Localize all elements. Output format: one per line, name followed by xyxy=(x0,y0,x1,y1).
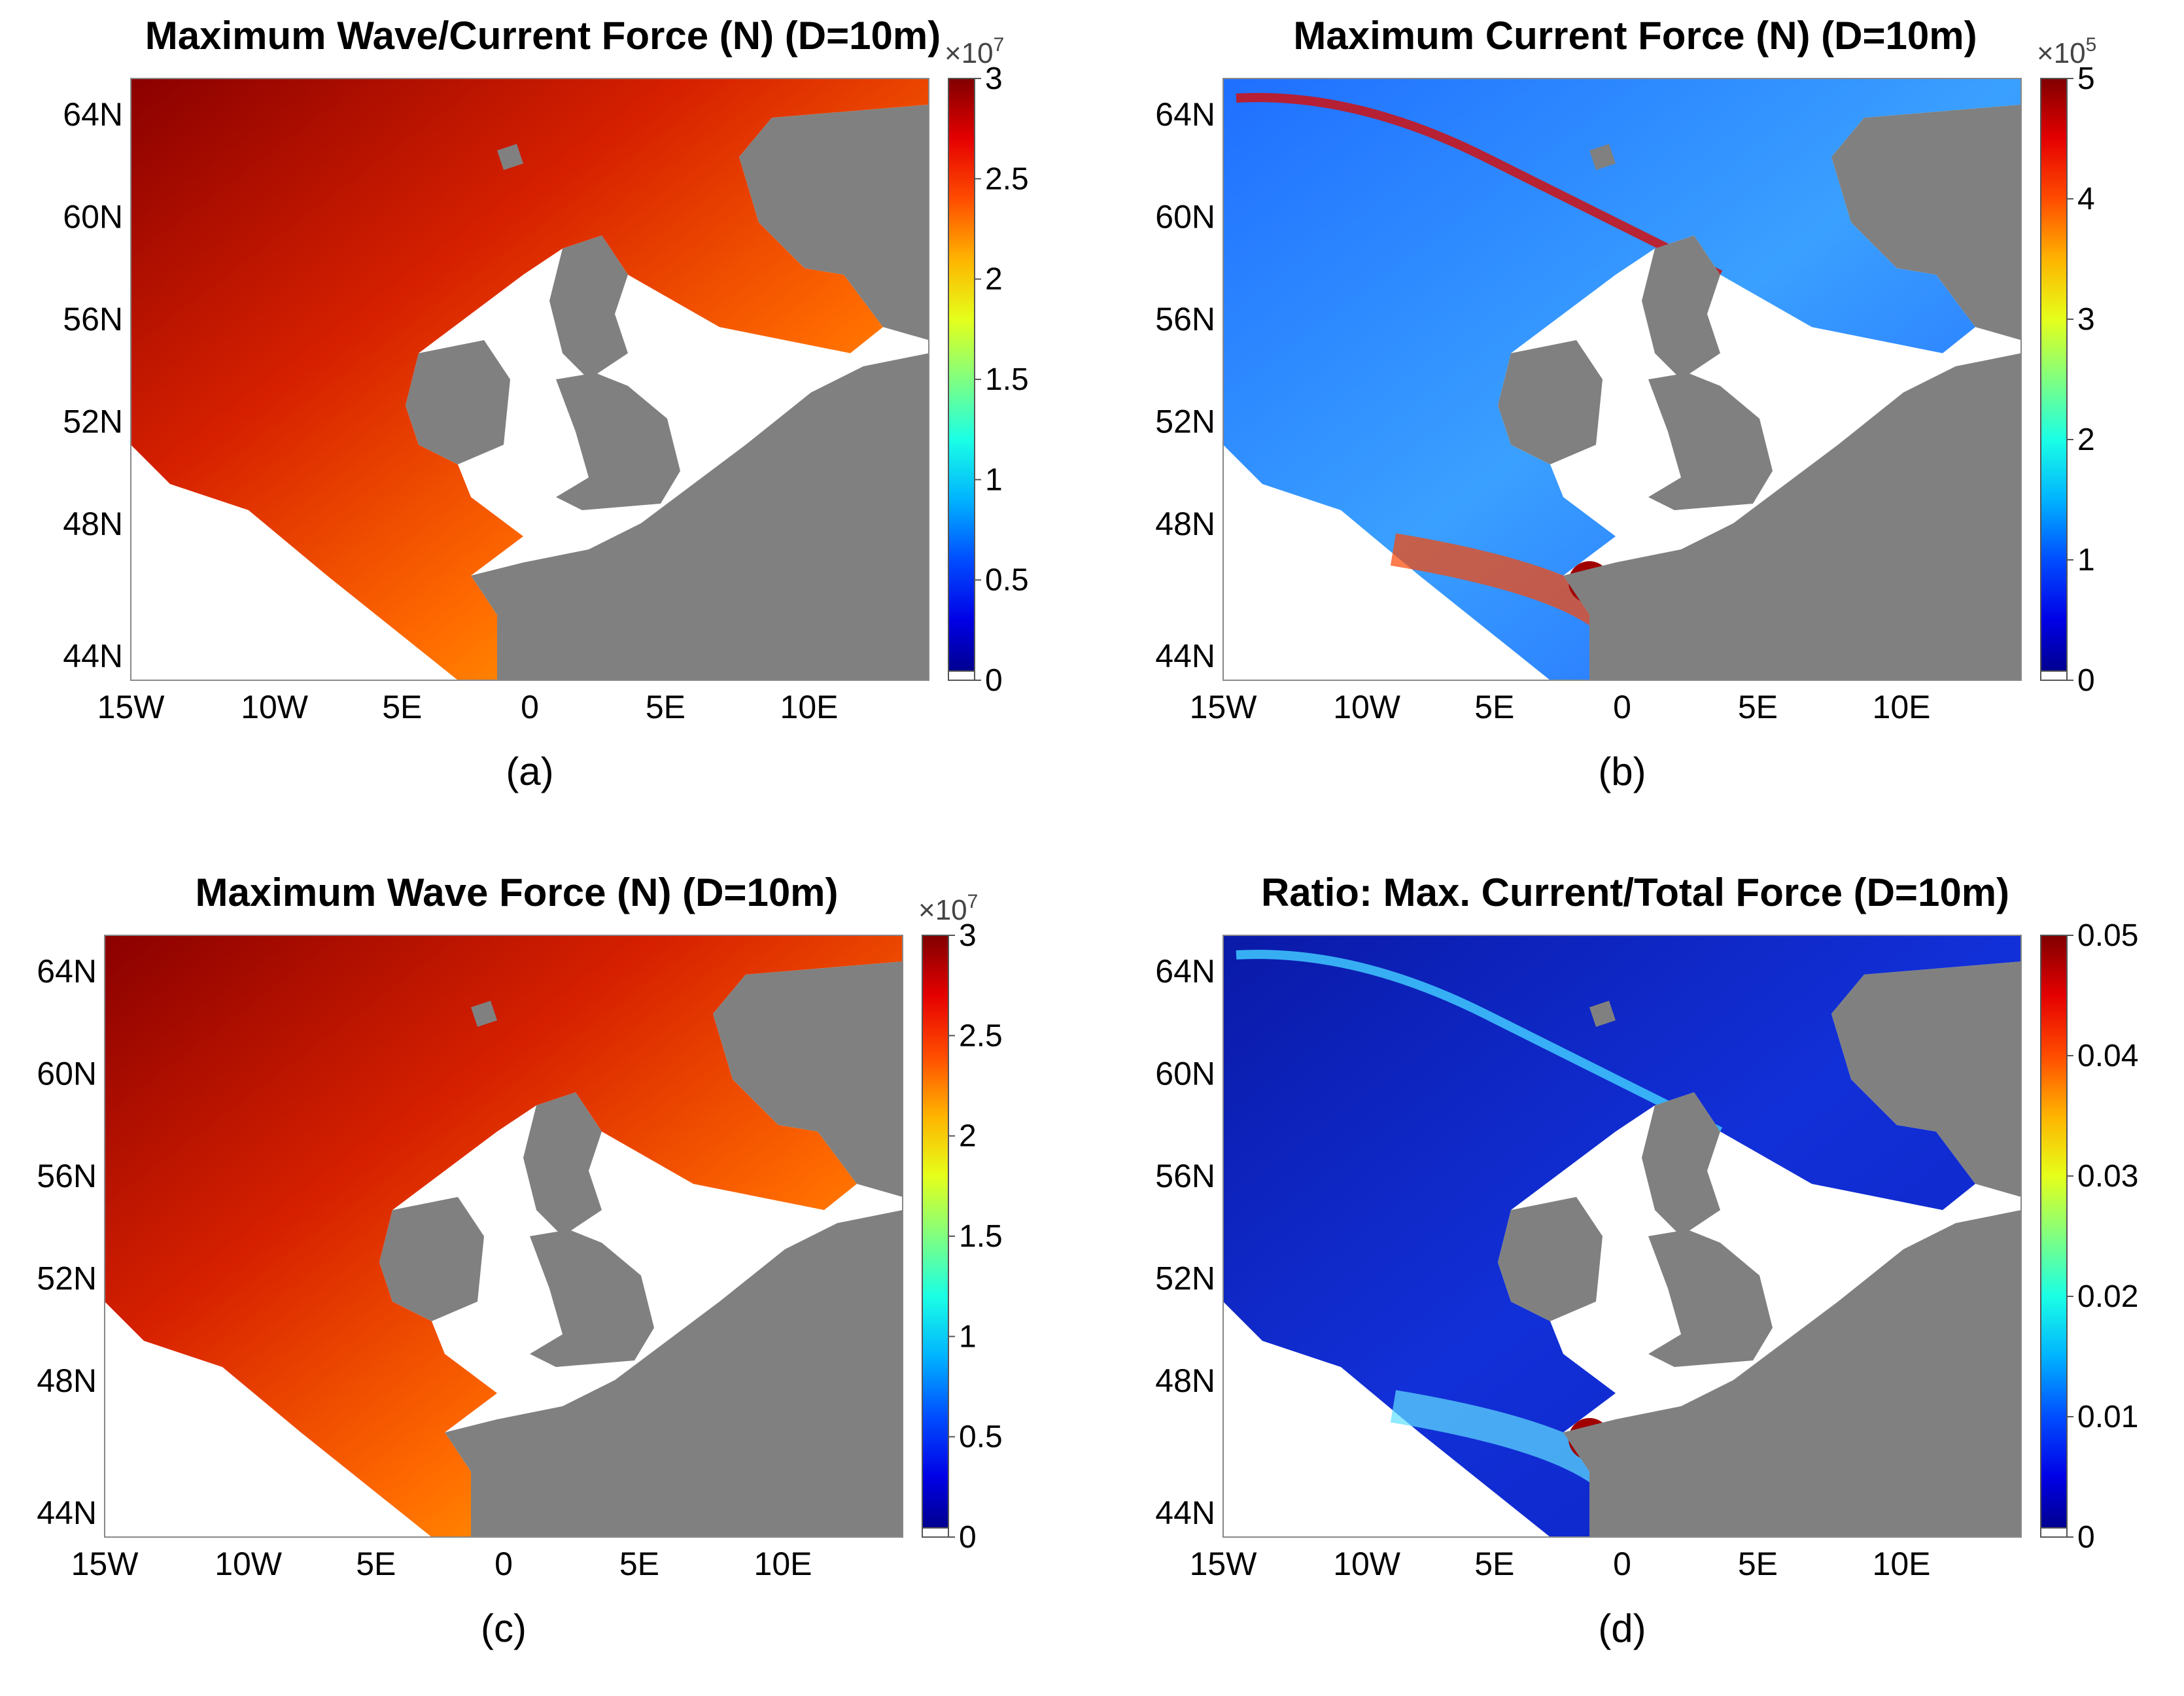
land-ireland xyxy=(406,340,510,464)
colorbar-tick-label: 2 xyxy=(2077,423,2095,457)
colorbar-tick-label: 1.5 xyxy=(985,362,1029,397)
lat-tick-label: 52N xyxy=(63,403,123,440)
colorbar-tick-label: 0.01 xyxy=(2077,1400,2138,1434)
lat-tick-label: 48N xyxy=(63,506,123,542)
panel-b: Maximum Current Force (N) (D=10m) 64N60N… xyxy=(1151,13,2172,824)
lon-tick-label: 0 xyxy=(1613,1546,1631,1582)
map-svg: 64N60N56N52N48N44N15W10W5E05E10E32.521.5… xyxy=(33,870,1053,1681)
colorbar-tick-label: 0.03 xyxy=(2077,1159,2138,1194)
colorbar-tick-label: 2 xyxy=(959,1119,977,1154)
lat-tick-label: 48N xyxy=(1155,506,1215,542)
land-ireland xyxy=(379,1197,484,1321)
lon-tick-label: 10W xyxy=(1333,1546,1401,1582)
map-area xyxy=(1223,78,2021,680)
lat-tick-label: 52N xyxy=(1155,403,1215,440)
panel-label: (b) xyxy=(1598,750,1646,793)
lat-tick-label: 56N xyxy=(1155,1158,1215,1194)
colorbar-tick-label: 0 xyxy=(959,1520,977,1555)
lon-tick-label: 10E xyxy=(1873,1546,1931,1582)
colorbar-tick-label: 4 xyxy=(2077,182,2095,216)
map-svg: 64N 60N 56N 52N 48N 44N 15W 10W 5E 0 5E 10E 0.05 0.04… xyxy=(1151,870,2172,1681)
lon-tick-label: 15W xyxy=(71,1546,139,1582)
lat-tick-label: 60N xyxy=(37,1056,97,1092)
colorbar-zero-swatch xyxy=(2041,671,2067,680)
lon-tick-label: 10E xyxy=(780,689,839,725)
lat-tick-label: 52N xyxy=(1155,1260,1215,1296)
lon-tick-label: 5E xyxy=(1738,1546,1778,1582)
colorbar-zero-swatch xyxy=(922,1528,948,1537)
colorbar-tick-label: 0 xyxy=(985,663,1003,698)
colorbar xyxy=(2041,935,2067,1537)
lon-tick-label: 0 xyxy=(494,1546,513,1582)
colorbar-tick-label: 3 xyxy=(2077,302,2095,337)
lon-tick-label: 0 xyxy=(1613,689,1631,725)
lat-tick-label: 56N xyxy=(1155,301,1215,337)
land-ireland xyxy=(1498,340,1603,464)
lon-tick-label: 5E xyxy=(646,689,685,725)
colorbar-zero-swatch xyxy=(2041,1528,2067,1537)
lat-tick-label: 44N xyxy=(1155,1495,1215,1531)
lat-tick-label: 64N xyxy=(1155,96,1215,133)
land-ireland xyxy=(1498,1197,1603,1321)
colorbar-tick-label: 2 xyxy=(985,262,1003,297)
lat-tick-label: 64N xyxy=(1155,953,1215,990)
lat-tick-label: 44N xyxy=(37,1495,97,1531)
lon-tick-label: 5E xyxy=(1474,1546,1514,1582)
lon-tick-label: 10W xyxy=(241,689,309,725)
lon-tick-label: 5E xyxy=(356,1546,396,1582)
colorbar-zero-swatch xyxy=(948,671,975,680)
lat-tick-label: 60N xyxy=(1155,1056,1215,1092)
colorbar-tick-label: 0.04 xyxy=(2077,1039,2138,1073)
panel-c: Maximum Wave Force (N) (D=10m) 64N60N56N… xyxy=(33,870,1053,1681)
colorbar xyxy=(948,78,975,680)
panel-a: Maximum Wave/Current Force (N) (D=10m) 6… xyxy=(59,13,1079,824)
colorbar-tick-label: 0.5 xyxy=(959,1420,1003,1455)
lat-tick-label: 48N xyxy=(37,1362,97,1399)
colorbar-tick-label: 2.5 xyxy=(985,162,1029,196)
colorbar-tick-label: 0.5 xyxy=(985,563,1029,598)
map-area xyxy=(1223,935,2021,1537)
lon-tick-label: 10E xyxy=(754,1546,812,1582)
map-svg: 64N60N56N52N48N44N15W10W5E05E10E543210×1… xyxy=(1151,13,2172,824)
map-area xyxy=(105,935,903,1537)
lon-tick-label: 5E xyxy=(382,689,422,725)
colorbar-tick-label: 1.5 xyxy=(959,1219,1003,1254)
lon-tick-label: 15W xyxy=(97,689,165,725)
lat-tick-label: 56N xyxy=(37,1158,97,1194)
colorbar-tick-label: 1 xyxy=(959,1319,977,1354)
colorbar-tick-label: 1 xyxy=(2077,543,2095,578)
lat-tick-label: 44N xyxy=(63,638,123,674)
lat-tick-label: 48N xyxy=(1155,1362,1215,1399)
lat-tick-label: 60N xyxy=(1155,199,1215,235)
colorbar-tick-label: 0.05 xyxy=(2077,918,2138,953)
lat-tick-label: 56N xyxy=(63,301,123,337)
map-svg: 64N60N56N52N48N44N15W10W5E05E10E32.521.5… xyxy=(59,13,1079,824)
colorbar-tick-label: 0.02 xyxy=(2077,1279,2138,1314)
lon-tick-label: 5E xyxy=(1474,689,1514,725)
lat-tick-label: 64N xyxy=(63,96,123,133)
lat-tick-label: 60N xyxy=(63,199,123,235)
lat-tick-label: 44N xyxy=(1155,638,1215,674)
panel-d: Ratio: Max. Current/Total Force (D=10m) … xyxy=(1151,870,2172,1681)
lat-tick-label: 64N xyxy=(37,953,97,990)
lon-tick-label: 15W xyxy=(1190,689,1258,725)
lat-tick-label: 52N xyxy=(37,1260,97,1296)
lon-tick-label: 5E xyxy=(619,1546,659,1582)
colorbar xyxy=(922,935,948,1537)
lon-tick-label: 10W xyxy=(215,1546,283,1582)
lon-tick-label: 10E xyxy=(1873,689,1931,725)
colorbar-tick-label: 1 xyxy=(985,462,1003,497)
colorbar-tick-label: 2.5 xyxy=(959,1018,1003,1053)
lon-tick-label: 10W xyxy=(1333,689,1401,725)
colorbar-tick-label: 0 xyxy=(2077,1520,2095,1555)
colorbar-tick-label: 0 xyxy=(2077,663,2095,698)
lon-tick-label: 0 xyxy=(521,689,539,725)
lon-tick-label: 5E xyxy=(1738,689,1778,725)
lon-tick-label: 15W xyxy=(1190,1546,1258,1582)
colorbar xyxy=(2041,78,2067,680)
map-area xyxy=(131,78,929,680)
panel-label: (d) xyxy=(1598,1606,1646,1650)
panel-label: (c) xyxy=(481,1606,527,1650)
panel-label: (a) xyxy=(506,750,553,793)
